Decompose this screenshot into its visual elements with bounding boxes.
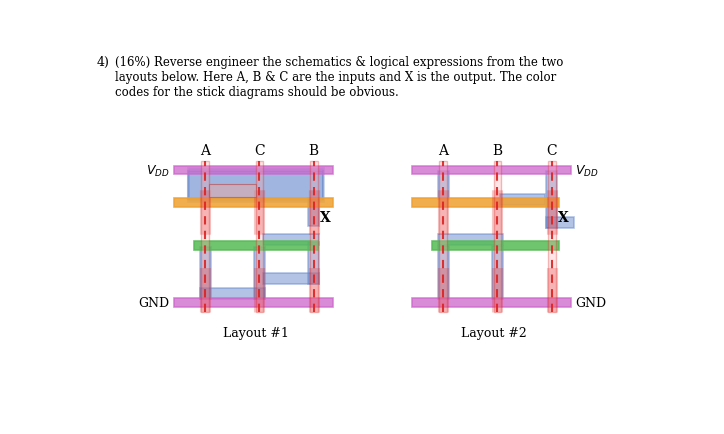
Bar	[546, 217, 574, 228]
Bar	[412, 167, 571, 175]
Bar	[412, 199, 560, 207]
Text: Layout #1: Layout #1	[223, 326, 288, 339]
Text: X: X	[557, 210, 568, 224]
Text: C: C	[254, 143, 265, 158]
Bar	[438, 235, 502, 246]
Text: $V_{DD}$: $V_{DD}$	[146, 164, 169, 179]
Bar	[546, 199, 557, 228]
Text: A: A	[201, 143, 210, 158]
Bar	[492, 247, 502, 299]
Bar	[200, 289, 265, 299]
Bar	[174, 199, 333, 207]
Bar	[264, 273, 319, 284]
Bar	[256, 162, 264, 312]
Bar	[308, 243, 319, 284]
Text: GND: GND	[575, 297, 606, 310]
Text: 4): 4)	[97, 56, 109, 69]
Bar	[500, 195, 545, 206]
Bar	[494, 162, 501, 312]
Bar	[264, 235, 319, 246]
Bar	[432, 242, 560, 250]
Bar	[548, 162, 555, 312]
Bar	[412, 299, 571, 307]
Bar	[201, 162, 209, 312]
Bar	[193, 242, 318, 250]
Bar	[439, 162, 447, 312]
Bar	[209, 185, 256, 197]
Bar	[200, 247, 211, 299]
Text: Layout #2: Layout #2	[460, 326, 526, 339]
Bar	[310, 162, 318, 312]
Bar	[308, 199, 319, 227]
Bar	[174, 167, 333, 175]
Bar	[438, 171, 449, 200]
Bar	[174, 299, 333, 307]
Text: $V_{DD}$: $V_{DD}$	[575, 164, 599, 179]
Text: X: X	[320, 210, 331, 224]
Bar	[438, 247, 449, 299]
Text: B: B	[308, 143, 319, 158]
Text: B: B	[492, 143, 502, 158]
Bar	[188, 169, 323, 201]
Bar	[254, 247, 265, 299]
Bar	[188, 171, 323, 200]
Text: (16%) Reverse engineer the schematics & logical expressions from the two
layouts: (16%) Reverse engineer the schematics & …	[115, 56, 564, 99]
Text: GND: GND	[138, 297, 169, 310]
Text: C: C	[547, 143, 557, 158]
Bar	[546, 171, 557, 200]
Text: A: A	[438, 143, 448, 158]
